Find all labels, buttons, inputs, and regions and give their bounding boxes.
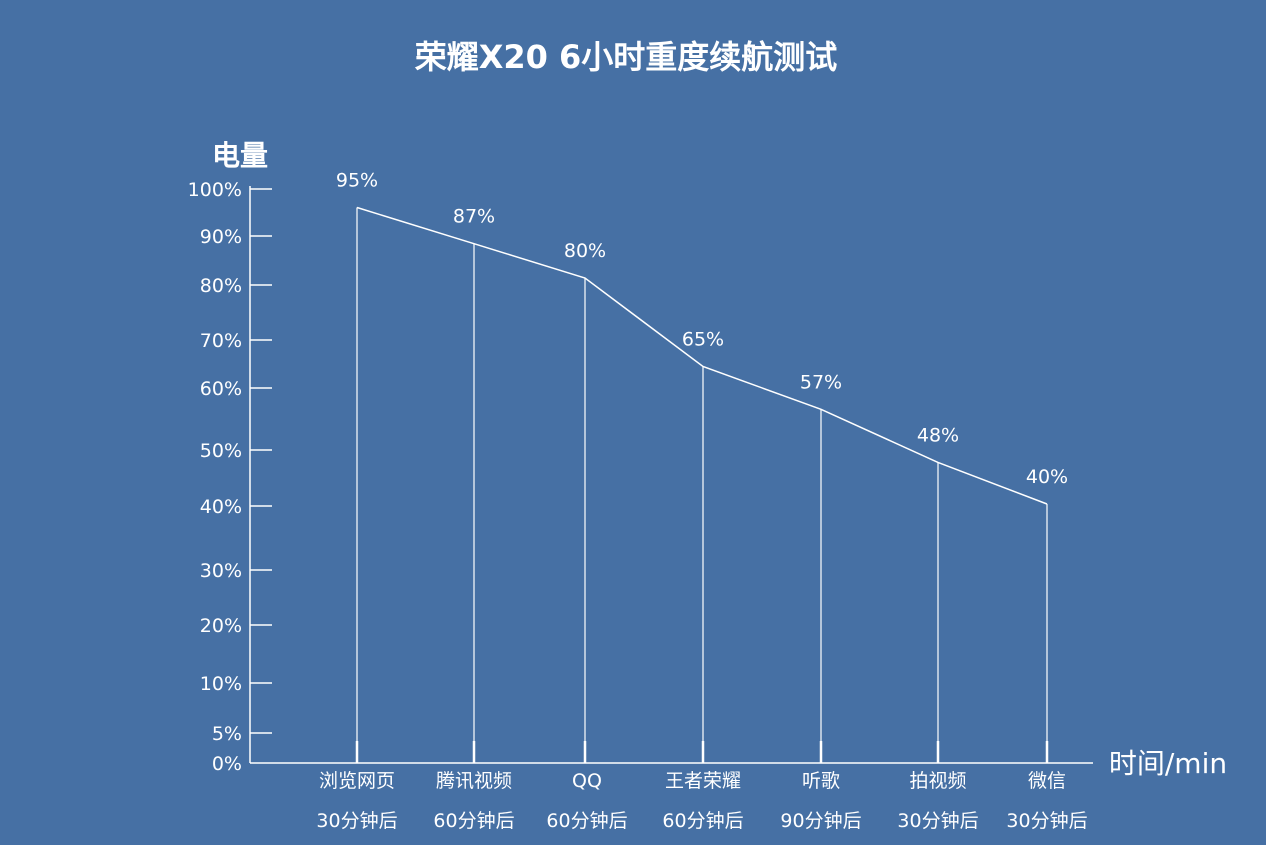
y-tick-label: 90% (200, 226, 242, 248)
chart-title: 荣耀X20 6小时重度续航测试 (415, 38, 838, 76)
x-category-label: 拍视频 (909, 770, 966, 792)
data-label: 57% (800, 371, 842, 393)
x-category-duration: 60分钟后 (546, 810, 627, 832)
data-label: 80% (564, 240, 606, 262)
x-category-label: 微信 (1028, 770, 1066, 792)
data-label: 40% (1026, 466, 1068, 488)
data-label: 48% (917, 424, 959, 446)
x-category-duration: 60分钟后 (662, 810, 743, 832)
x-axis-label: 时间/min (1109, 747, 1227, 780)
y-tick-label: 30% (200, 560, 242, 582)
x-category-duration: 30分钟后 (897, 810, 978, 832)
series-line (356, 206, 1048, 505)
x-category-duration: 30分钟后 (316, 810, 397, 832)
x-category-label: 腾讯视频 (436, 770, 512, 792)
data-label: 95% (336, 170, 378, 192)
y-tick-label: 40% (200, 496, 242, 518)
x-category-label: 听歌 (802, 770, 840, 792)
y-tick-label: 100% (188, 179, 242, 201)
y-tick-label: 0% (212, 753, 242, 775)
x-category-label: 王者荣耀 (665, 770, 741, 792)
y-tick-label: 10% (200, 673, 242, 695)
data-label: 65% (682, 329, 724, 351)
x-category-duration: 90分钟后 (780, 810, 861, 832)
y-tick-label: 5% (212, 723, 242, 745)
y-axis-label: 电量 (212, 139, 268, 172)
y-tick-label: 50% (200, 440, 242, 462)
y-tick-label: 80% (200, 275, 242, 297)
data-label: 87% (453, 206, 495, 228)
y-tick-label: 60% (200, 378, 242, 400)
y-tick-label: 70% (200, 330, 242, 352)
x-category-duration: 30分钟后 (1006, 810, 1087, 832)
x-category-duration: 60分钟后 (433, 810, 514, 832)
x-category-label: QQ (572, 770, 602, 792)
x-category-label: 浏览网页 (319, 770, 395, 792)
y-tick-label: 20% (200, 615, 242, 637)
